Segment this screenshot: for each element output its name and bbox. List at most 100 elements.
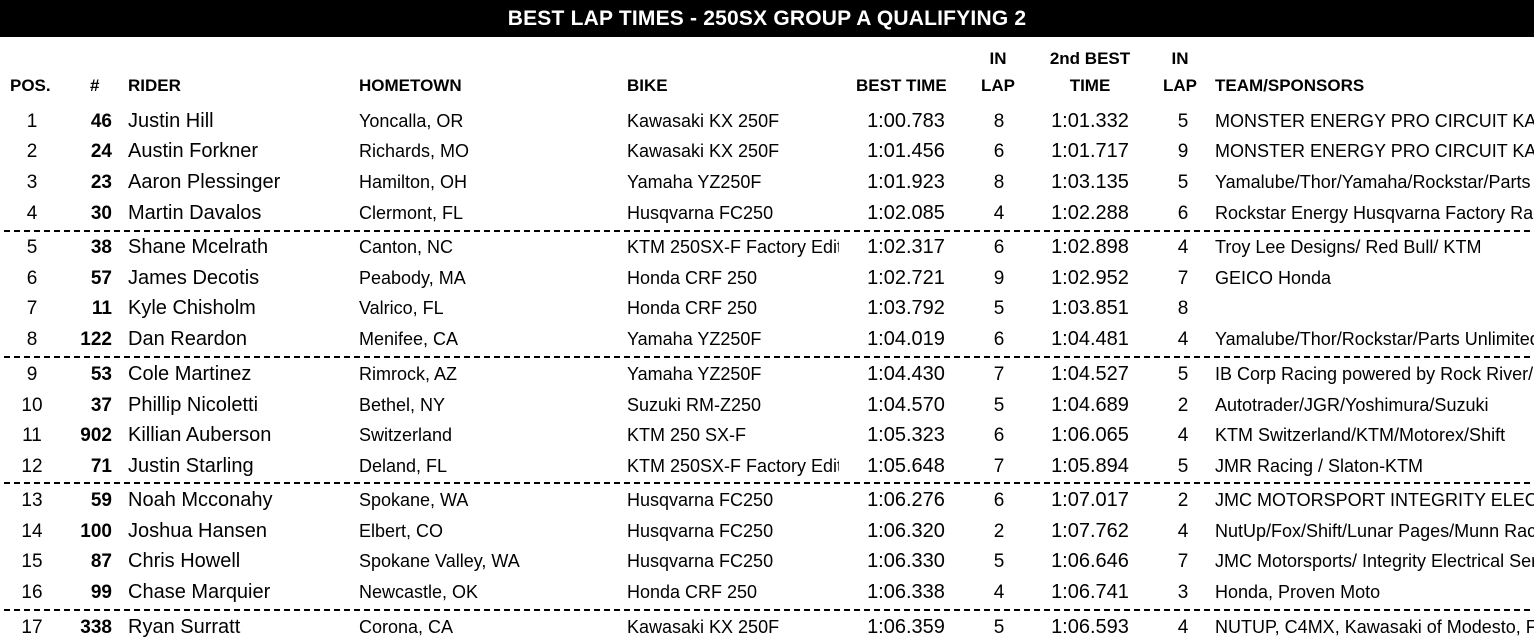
bike-cell: Kawasaki KX 250F bbox=[627, 617, 780, 637]
table-row: 5 38 Shane Mcelrath Canton, NC KTM 250SX-F F… bbox=[0, 232, 1534, 263]
position-cell: 4 bbox=[26, 203, 38, 224]
team-sponsors-cell: Honda, Proven Moto bbox=[1215, 582, 1381, 602]
second-lap-number-cell: 4 bbox=[1177, 521, 1189, 542]
header-best-time: BEST TIME bbox=[856, 76, 947, 95]
team-sponsors-cell: JMC MOTORSPORT INTEGRITY ELEC bbox=[1215, 490, 1534, 510]
team-sponsors-cell: NutUp/Fox/Shift/Lunar Pages/Munn Raci bbox=[1215, 521, 1534, 541]
second-lap-number-cell: 5 bbox=[1177, 172, 1189, 193]
team-sponsors-cell: JMR Racing / Slaton-KTM bbox=[1215, 456, 1424, 476]
header-in-lap-line1: IN bbox=[989, 49, 1007, 68]
second-lap-number-cell: 9 bbox=[1177, 141, 1189, 162]
group-divider bbox=[4, 356, 1530, 358]
best-lap-number-cell: 4 bbox=[993, 203, 1005, 224]
hometown-cell: Rimrock, AZ bbox=[359, 364, 458, 384]
bike-cell: Husqvarna FC250 bbox=[627, 490, 774, 510]
rider-name-cell: Noah Mcconahy bbox=[128, 489, 273, 511]
header-bike: BIKE bbox=[627, 76, 668, 95]
position-cell: 11 bbox=[22, 425, 42, 446]
best-lap-number-cell: 5 bbox=[993, 551, 1005, 572]
position-cell: 12 bbox=[21, 456, 43, 477]
header-in-lap-2: IN LAP bbox=[1160, 45, 1200, 99]
best-time-cell: 1:03.792 bbox=[867, 297, 945, 319]
rider-number-cell: 338 bbox=[80, 617, 112, 638]
table-row: 15 87 Chris Howell Spokane Valley, WA Husqva… bbox=[0, 546, 1534, 577]
table-row: 7 11 Kyle Chisholm Valrico, FL Honda CRF 250… bbox=[0, 293, 1534, 324]
bike-cell: Husqvarna FC250 bbox=[627, 521, 774, 541]
bike-cell: KTM 250SX-F Factory Editi bbox=[627, 456, 839, 476]
rider-number-cell: 23 bbox=[90, 172, 112, 193]
rider-number-cell: 11 bbox=[91, 298, 112, 319]
rider-number-cell: 46 bbox=[90, 111, 112, 132]
position-cell: 7 bbox=[26, 298, 38, 319]
bike-cell: Husqvarna FC250 bbox=[627, 551, 774, 571]
best-lap-number-cell: 8 bbox=[993, 111, 1005, 132]
hometown-cell: Switzerland bbox=[359, 425, 453, 445]
rider-number-cell: 57 bbox=[90, 268, 112, 289]
hometown-cell: Valrico, FL bbox=[359, 298, 444, 318]
position-cell: 1 bbox=[26, 111, 38, 132]
rider-name-cell: Joshua Hansen bbox=[128, 520, 267, 542]
second-best-time-cell: 1:07.762 bbox=[1051, 520, 1129, 542]
position-cell: 8 bbox=[26, 329, 38, 350]
best-lap-number-cell: 2 bbox=[993, 521, 1005, 542]
hometown-cell: Bethel, NY bbox=[359, 395, 446, 415]
position-cell: 10 bbox=[21, 395, 43, 416]
header-in-lap2-line1: IN bbox=[1171, 49, 1189, 68]
group-divider bbox=[4, 609, 1530, 611]
second-best-time-cell: 1:06.593 bbox=[1051, 616, 1129, 638]
team-sponsors-cell: GEICO Honda bbox=[1215, 268, 1332, 288]
header-second-best-line2: TIME bbox=[1069, 76, 1111, 95]
team-sponsors-cell: NUTUP, C4MX, Kawasaki of Modesto, F bbox=[1215, 617, 1534, 637]
position-cell: 3 bbox=[26, 172, 38, 193]
best-lap-number-cell: 6 bbox=[993, 329, 1005, 350]
header-second-best: 2nd BEST TIME bbox=[1038, 45, 1142, 99]
header-number: # bbox=[90, 76, 100, 95]
rider-number-cell: 38 bbox=[90, 237, 112, 258]
table-row: 13 59 Noah Mcconahy Spokane, WA Husqvarna FC… bbox=[0, 485, 1534, 516]
hometown-cell: Elbert, CO bbox=[359, 521, 444, 541]
group-divider bbox=[4, 230, 1530, 232]
position-cell: 13 bbox=[21, 490, 43, 511]
rider-name-cell: Killian Auberson bbox=[128, 424, 272, 446]
bike-cell: Honda CRF 250 bbox=[627, 582, 758, 602]
rider-name-cell: Kyle Chisholm bbox=[128, 297, 256, 319]
header-in-lap-line2: LAP bbox=[981, 76, 1015, 95]
position-cell: 14 bbox=[21, 521, 43, 542]
best-lap-number-cell: 5 bbox=[993, 395, 1005, 416]
best-time-cell: 1:04.019 bbox=[867, 328, 945, 350]
best-lap-number-cell: 5 bbox=[993, 298, 1005, 319]
best-time-cell: 1:02.085 bbox=[867, 202, 945, 224]
best-time-cell: 1:06.330 bbox=[867, 550, 945, 572]
team-sponsors-cell: JMC Motorsports/ Integrity Electrical Se… bbox=[1215, 551, 1534, 571]
position-cell: 9 bbox=[26, 364, 38, 385]
bike-cell: Kawasaki KX 250F bbox=[627, 141, 780, 161]
second-best-time-cell: 1:03.135 bbox=[1051, 171, 1129, 193]
rider-name-cell: Aaron Plessinger bbox=[128, 171, 281, 193]
best-time-cell: 1:04.430 bbox=[867, 363, 945, 385]
hometown-cell: Menifee, CA bbox=[359, 329, 459, 349]
second-lap-number-cell: 7 bbox=[1177, 268, 1189, 289]
table-row: 12 71 Justin Starling Deland, FL KTM 250SX-F… bbox=[0, 451, 1534, 482]
second-lap-number-cell: 5 bbox=[1177, 456, 1189, 477]
best-lap-number-cell: 7 bbox=[993, 456, 1005, 477]
team-sponsors-cell: Yamalube/Thor/Yamaha/Rockstar/Parts U bbox=[1215, 172, 1534, 192]
second-lap-number-cell: 4 bbox=[1177, 237, 1189, 258]
header-in-lap2-line2: LAP bbox=[1163, 76, 1197, 95]
bike-cell: Yamaha YZ250F bbox=[627, 364, 762, 384]
second-best-time-cell: 1:05.894 bbox=[1051, 455, 1129, 477]
best-lap-number-cell: 6 bbox=[993, 490, 1005, 511]
table-row: 1 46 Justin Hill Yoncalla, OR Kawasaki KX 25… bbox=[0, 106, 1534, 137]
page-title: BEST LAP TIMES - 250SX GROUP A QUALIFYIN… bbox=[0, 0, 1534, 37]
second-best-time-cell: 1:06.065 bbox=[1051, 424, 1129, 446]
team-sponsors-cell: Autotrader/JGR/Yoshimura/Suzuki bbox=[1215, 395, 1489, 415]
bike-cell: Honda CRF 250 bbox=[627, 268, 758, 288]
rider-number-cell: 99 bbox=[90, 582, 112, 603]
position-cell: 5 bbox=[26, 237, 38, 258]
best-time-cell: 1:06.338 bbox=[867, 581, 945, 603]
second-best-time-cell: 1:06.741 bbox=[1051, 581, 1129, 603]
best-time-cell: 1:00.783 bbox=[867, 110, 945, 132]
position-cell: 2 bbox=[26, 141, 38, 162]
team-sponsors-cell: IB Corp Racing powered by Rock River/F bbox=[1215, 364, 1534, 384]
best-lap-number-cell: 4 bbox=[993, 582, 1005, 603]
best-lap-number-cell: 8 bbox=[993, 172, 1005, 193]
